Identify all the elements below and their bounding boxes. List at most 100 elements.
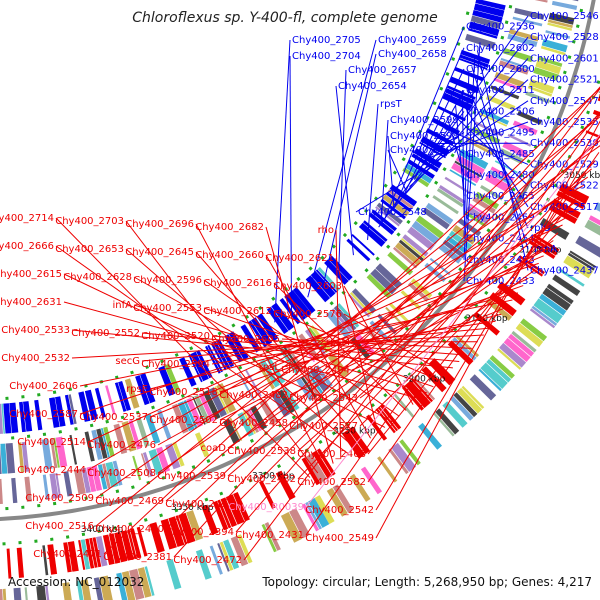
gene-feature [370, 268, 397, 295]
gene-label: Chy400_2532 [1, 353, 70, 364]
gene-feature [400, 290, 422, 310]
gene-feature [280, 512, 303, 543]
gene-feature [34, 399, 43, 431]
gene-feature [460, 49, 491, 64]
gene-feature [13, 587, 22, 600]
gene-feature [9, 402, 19, 433]
gene-feature [584, 219, 600, 236]
gene-feature [502, 141, 528, 158]
gene-feature [91, 465, 103, 491]
gene-feature [271, 302, 295, 331]
gene-feature [24, 476, 32, 502]
gene-feature [528, 79, 555, 94]
gene-feature [178, 512, 196, 544]
gene-feature [135, 375, 150, 406]
leader-line [323, 53, 377, 284]
gene-feature [55, 436, 68, 468]
gene-feature [219, 541, 234, 571]
gene-feature [160, 518, 177, 550]
gene-label: Chy400_2576 [273, 309, 342, 320]
leader-line [383, 26, 465, 221]
gene-label: Chy400_2516 [25, 521, 94, 532]
gene-feature [74, 468, 86, 495]
gene-label: Chy400_2696 [125, 219, 194, 230]
gene-feature [315, 365, 333, 388]
gene-feature [287, 290, 312, 318]
leader-line [427, 121, 529, 159]
gene-feature [425, 202, 454, 225]
gene-label: Chy400_2602 [466, 43, 535, 54]
gene-label: Chy400_2444 [17, 465, 86, 476]
gene-label: Chy400_2509 [25, 493, 94, 504]
gene-feature [558, 268, 585, 287]
gene-feature [531, 305, 558, 326]
gene-feature [166, 559, 182, 590]
gene-feature [217, 499, 232, 529]
gene-feature [165, 443, 181, 470]
gene-feature [453, 392, 478, 418]
gene-feature [201, 504, 219, 535]
gene-feature [398, 239, 424, 262]
leader-line [297, 200, 576, 452]
gene-label: Chy400_2631 [0, 297, 62, 308]
gene-feature [309, 367, 330, 392]
gene-feature [454, 67, 484, 82]
gene-label: Chy400_2682 [195, 222, 264, 233]
gene-feature [63, 471, 73, 497]
gene-feature [0, 478, 3, 505]
leader-line [375, 120, 600, 539]
leader-line [103, 87, 600, 555]
gene-feature [212, 500, 229, 531]
leader-line [409, 79, 529, 188]
gene-feature [1, 403, 5, 434]
accession-text: Accession: NC_012032 [8, 575, 144, 589]
gene-feature [91, 429, 103, 460]
gene-label: Chy400_2600 [466, 64, 535, 75]
gene-label: Chy400_2514 [17, 437, 86, 448]
gene-label: infA [113, 300, 133, 311]
gene-feature [393, 246, 418, 269]
leader-line [265, 254, 372, 439]
gene-feature [84, 431, 95, 462]
gene-feature [497, 348, 522, 370]
gene-label: Chy400_2546 [530, 11, 599, 22]
gene-feature [225, 494, 245, 525]
gene-feature [92, 537, 102, 568]
scale-label: 3150 kbp [465, 314, 508, 324]
gene-label: Chy400_2502 [149, 415, 218, 426]
gene-feature [305, 453, 328, 484]
gene-feature [112, 460, 123, 486]
gene-feature [195, 549, 212, 580]
leader-line [297, 160, 596, 480]
gene-feature [489, 355, 515, 379]
gene-feature [282, 386, 300, 411]
gene-label: Chy400_2714 [0, 213, 54, 224]
gene-feature [293, 287, 316, 314]
gene-feature [102, 463, 111, 489]
gene-feature [351, 234, 375, 256]
gene-feature [375, 206, 400, 227]
gene-label: Chy400_2381 [103, 552, 172, 563]
gene-label: secG [115, 356, 140, 367]
leader-line [355, 173, 419, 213]
gene-label: Chy400_2615 [0, 269, 62, 280]
leader-line [173, 86, 600, 558]
gene-feature [186, 397, 203, 428]
gene-label: rho [318, 225, 334, 236]
gene-label: Chy400_2485 [466, 149, 535, 160]
gene-feature [190, 351, 209, 382]
leader-line [227, 208, 572, 449]
gene-label-layer: 3400 kbp 3350 kbp 3300 kbp 3250 kbp 3200 kbp… [0, 11, 600, 566]
gene-feature [342, 429, 365, 459]
gene-feature [525, 91, 550, 104]
gene-feature [229, 417, 243, 441]
gene-feature [99, 575, 113, 600]
gene-feature [6, 548, 12, 579]
gene-label: Chy400_2495 [466, 128, 535, 139]
gene-feature [96, 536, 108, 567]
gene-feature [459, 54, 489, 68]
leader-line [338, 69, 347, 270]
gene-feature [447, 340, 474, 366]
gene-feature [192, 396, 206, 425]
gene-feature [21, 441, 30, 472]
